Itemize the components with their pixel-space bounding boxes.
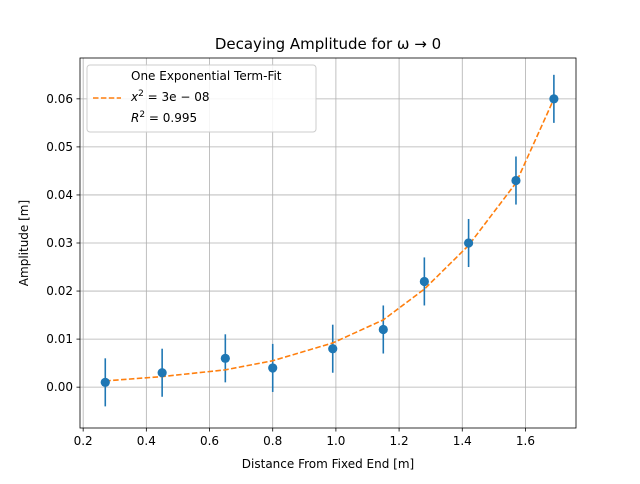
fit-line xyxy=(105,98,555,382)
x-tick-label: 1.6 xyxy=(516,434,535,448)
x-tick-label: 0.6 xyxy=(200,434,219,448)
x-tick-label: 1.4 xyxy=(453,434,472,448)
data-point xyxy=(419,276,429,287)
data-point xyxy=(157,368,167,378)
x-tick-label: 0.4 xyxy=(137,434,156,448)
legend-r2-value: = 0.995 xyxy=(145,111,197,125)
legend-entry-r2: R2 = 0.995 xyxy=(131,110,197,125)
y-tick-label: 0.03 xyxy=(46,236,73,250)
legend-entry-chi2: x2 = 3e − 08 xyxy=(130,89,210,104)
y-tick-label: 0.06 xyxy=(46,92,73,106)
data-point xyxy=(511,175,521,186)
y-tick-label: 0.02 xyxy=(46,284,73,298)
legend: One Exponential Term-Fit x2 = 3e − 08 R2… xyxy=(86,64,317,133)
axis-ticks: 0.2 0.4 0.6 0.8 1.0 1.2 1.4 1.6 0.00 0.01 0.02 0.03… xyxy=(46,92,535,448)
x-tick-label: 0.8 xyxy=(263,434,282,448)
legend-box xyxy=(86,64,317,133)
legend-chi2-sup: 2 xyxy=(138,89,144,99)
legend-chi2-value: = 3e − 08 xyxy=(144,90,210,104)
x-tick-label: 0.2 xyxy=(74,434,93,448)
data-point xyxy=(220,353,230,363)
y-tick-label: 0.04 xyxy=(46,188,73,202)
legend-r2-base: R xyxy=(131,111,139,125)
data-point xyxy=(463,238,474,248)
legend-entry-fit: One Exponential Term-Fit xyxy=(131,69,282,83)
x-tick-label: 1.2 xyxy=(390,434,409,448)
y-axis-label: Amplitude [m] xyxy=(17,200,31,286)
data-point xyxy=(328,344,338,354)
plot-area xyxy=(100,74,559,407)
legend-r2-sup: 2 xyxy=(139,110,145,120)
data-point xyxy=(268,363,278,373)
x-tick-label: 1.0 xyxy=(326,434,345,448)
legend-chi2-base: x xyxy=(130,90,139,104)
chart-title: Decaying Amplitude for ω → 0 xyxy=(215,35,441,53)
y-tick-label: 0.01 xyxy=(46,332,73,346)
data-point xyxy=(378,324,388,335)
y-tick-label: 0.05 xyxy=(46,140,73,154)
y-tick-label: 0.00 xyxy=(46,380,73,394)
data-point xyxy=(549,94,559,104)
data-point xyxy=(100,377,110,387)
x-axis-label: Distance From Fixed End [m] xyxy=(242,457,414,471)
